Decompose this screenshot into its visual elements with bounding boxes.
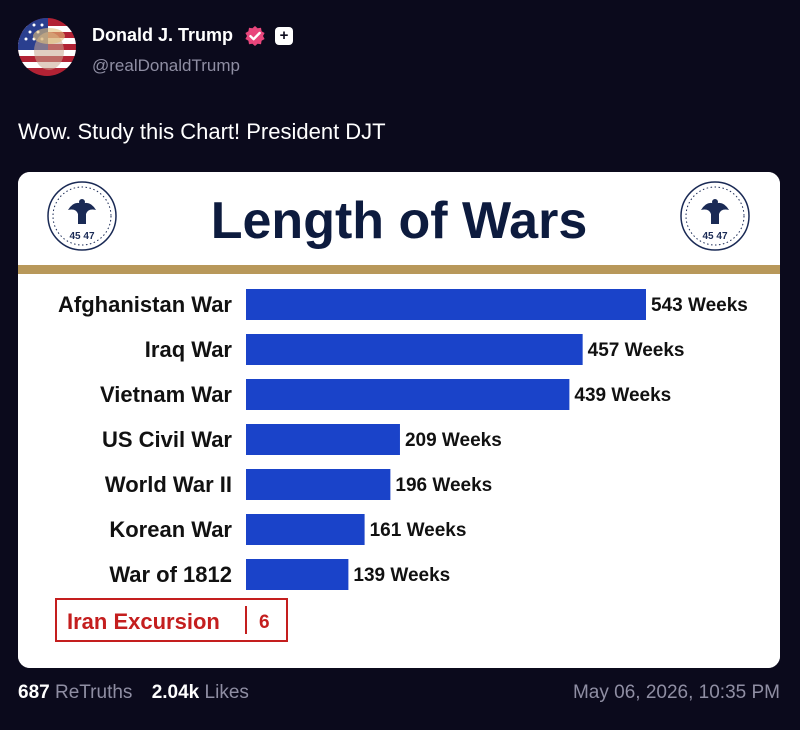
likes-label[interactable]: Likes xyxy=(204,682,249,703)
category-label: Afghanistan War xyxy=(58,292,232,317)
value-label: 196 Weeks xyxy=(395,475,492,496)
highlight-value: 6 xyxy=(259,612,270,633)
post-text: Wow. Study this Chart! President DJT xyxy=(18,119,386,144)
seal-left-text: 45 47 xyxy=(69,231,94,242)
category-label: Vietnam War xyxy=(100,382,232,407)
bar xyxy=(246,514,365,545)
gold-divider xyxy=(18,265,780,274)
value-label: 543 Weeks xyxy=(651,295,748,316)
category-label: Iraq War xyxy=(145,337,233,362)
chart-image[interactable]: 45 47 45 47 Length of Wars Afghanistan W… xyxy=(18,172,780,668)
value-label: 139 Weeks xyxy=(353,565,450,586)
verified-badge-icon xyxy=(245,26,265,46)
iran-excursion-highlight: Iran Excursion 6 xyxy=(55,598,288,642)
avatar-image xyxy=(18,18,76,76)
category-label: World War II xyxy=(105,472,232,497)
bar xyxy=(246,559,349,590)
post-timestamp[interactable]: May 06, 2026, 10:35 PM xyxy=(572,682,780,703)
retruths-label[interactable]: ReTruths xyxy=(54,682,133,703)
bar xyxy=(246,289,646,320)
bar xyxy=(246,424,400,455)
seal-right-text: 45 47 xyxy=(702,231,727,242)
chart-title: Length of Wars xyxy=(211,192,588,250)
value-label: 457 Weeks xyxy=(588,340,685,361)
length-of-wars-chart: 45 47 45 47 Length of Wars Afghanistan W… xyxy=(18,172,780,668)
category-label: Korean War xyxy=(109,517,232,542)
highlight-label: Iran Excursion xyxy=(67,609,220,634)
value-label: 161 Weeks xyxy=(370,520,467,541)
bar xyxy=(246,469,391,500)
value-label: 439 Weeks xyxy=(574,385,671,406)
category-label: War of 1812 xyxy=(109,562,232,587)
likes-count[interactable]: 2.04k xyxy=(151,682,200,703)
bars-group: Afghanistan War 543 Weeks Iraq War 457 Week… xyxy=(58,289,748,590)
author-name[interactable]: Donald J. Trump xyxy=(92,25,234,45)
avatar[interactable] xyxy=(18,18,76,76)
presidential-seal-left-icon: 45 47 xyxy=(47,181,117,251)
category-label: US Civil War xyxy=(102,427,232,452)
engagement-stats: 687 ReTruths 2.04k Likes xyxy=(18,682,249,704)
highlight-box xyxy=(55,598,288,642)
author-handle[interactable]: @realDonaldTrump xyxy=(92,56,240,75)
presidential-seal-right-icon: 45 47 xyxy=(680,181,750,251)
retruths-count[interactable]: 687 xyxy=(18,682,50,703)
value-label: 209 Weeks xyxy=(405,430,502,451)
bar xyxy=(246,334,583,365)
bar xyxy=(246,379,570,410)
plus-badge-icon: + xyxy=(275,27,293,45)
